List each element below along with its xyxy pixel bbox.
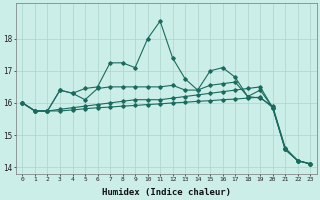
X-axis label: Humidex (Indice chaleur): Humidex (Indice chaleur) <box>102 188 231 197</box>
